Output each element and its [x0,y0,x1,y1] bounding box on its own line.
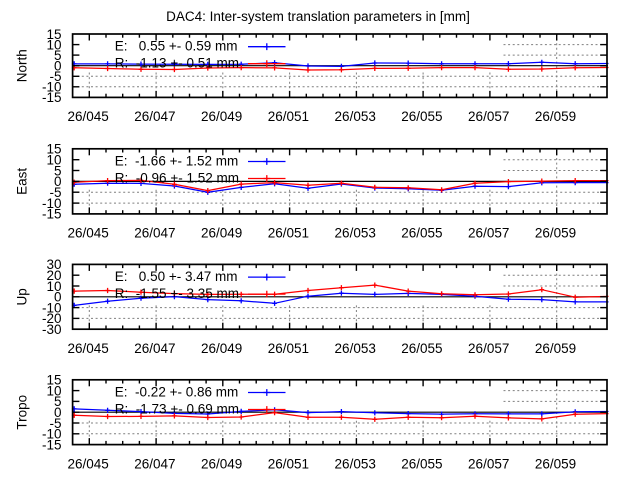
svg-text:0: 0 [54,290,62,305]
svg-text:26/057: 26/057 [468,226,509,241]
svg-text:26/051: 26/051 [268,109,309,124]
svg-text:30: 30 [46,257,61,272]
svg-text:26/059: 26/059 [535,341,576,356]
svg-text:15: 15 [46,373,61,388]
svg-text:26/051: 26/051 [268,456,309,471]
svg-text:0: 0 [54,174,62,189]
svg-text:E: -1.66 +- 1.52 mm: E: -1.66 +- 1.52 mm [115,153,238,168]
svg-text:20: 20 [46,268,61,283]
svg-text:0: 0 [54,59,62,74]
svg-text:26/051: 26/051 [268,226,309,241]
svg-text:26/055: 26/055 [401,456,442,471]
svg-text:5: 5 [54,48,62,63]
svg-text:26/057: 26/057 [468,456,509,471]
svg-text:R: -1.55 +- 3.35 mm: R: -1.55 +- 3.35 mm [115,286,239,301]
svg-text:DAC4: Inter-system translation: DAC4: Inter-system translation parameter… [166,9,470,24]
svg-text:26/053: 26/053 [335,109,376,124]
svg-text:26/057: 26/057 [468,109,509,124]
svg-text:15: 15 [46,142,61,157]
svg-text:15: 15 [46,27,61,42]
svg-text:-5: -5 [49,185,61,200]
svg-text:26/045: 26/045 [67,226,108,241]
svg-text:E: -0.22 +- 0.86 mm: E: -0.22 +- 0.86 mm [115,384,238,399]
svg-text:10: 10 [46,279,61,294]
svg-text:26/059: 26/059 [535,456,576,471]
svg-text:-10: -10 [42,80,62,95]
svg-text:-20: -20 [42,311,62,326]
svg-text:-15: -15 [42,90,62,105]
svg-text:Up: Up [15,288,30,305]
svg-text:26/053: 26/053 [335,456,376,471]
svg-text:E: 0.55 +- 0.59 mm: E: 0.55 +- 0.59 mm [115,39,238,54]
svg-text:-15: -15 [42,207,62,222]
svg-text:R: -1.13 +- 0.51 mm: R: -1.13 +- 0.51 mm [115,56,239,71]
svg-text:0: 0 [54,405,62,420]
svg-text:26/055: 26/055 [401,109,442,124]
svg-text:East: East [15,168,30,195]
svg-text:-10: -10 [42,427,62,442]
svg-text:E: 0.50 +- 3.47 mm: E: 0.50 +- 3.47 mm [115,269,238,284]
svg-text:-5: -5 [49,416,61,431]
svg-text:5: 5 [54,163,62,178]
svg-text:Tropo: Tropo [15,395,30,430]
svg-text:26/045: 26/045 [67,341,108,356]
svg-text:26/053: 26/053 [335,226,376,241]
svg-text:26/051: 26/051 [268,341,309,356]
svg-text:-5: -5 [49,69,61,84]
svg-text:R: -1.73 +- 0.69 mm: R: -1.73 +- 0.69 mm [115,401,239,416]
svg-text:26/059: 26/059 [535,226,576,241]
svg-text:26/049: 26/049 [201,456,242,471]
svg-text:26/047: 26/047 [134,456,175,471]
svg-text:-10: -10 [42,300,62,315]
svg-text:26/053: 26/053 [335,341,376,356]
svg-text:5: 5 [54,394,62,409]
svg-text:26/057: 26/057 [468,341,509,356]
svg-text:10: 10 [46,383,61,398]
svg-text:10: 10 [46,37,61,52]
svg-text:26/059: 26/059 [535,109,576,124]
svg-text:26/045: 26/045 [67,456,108,471]
svg-text:26/049: 26/049 [201,109,242,124]
svg-text:-10: -10 [42,196,62,211]
svg-text:26/045: 26/045 [67,109,108,124]
svg-text:10: 10 [46,153,61,168]
svg-text:26/055: 26/055 [401,341,442,356]
svg-text:26/047: 26/047 [134,109,175,124]
svg-text:26/047: 26/047 [134,226,175,241]
svg-text:-15: -15 [42,437,62,452]
svg-text:R: -0.96 +- 1.52 mm: R: -0.96 +- 1.52 mm [115,170,239,185]
svg-text:-30: -30 [42,322,62,337]
svg-text:26/055: 26/055 [401,226,442,241]
svg-text:26/049: 26/049 [201,341,242,356]
svg-text:26/047: 26/047 [134,341,175,356]
svg-text:North: North [15,49,30,82]
svg-text:26/049: 26/049 [201,226,242,241]
